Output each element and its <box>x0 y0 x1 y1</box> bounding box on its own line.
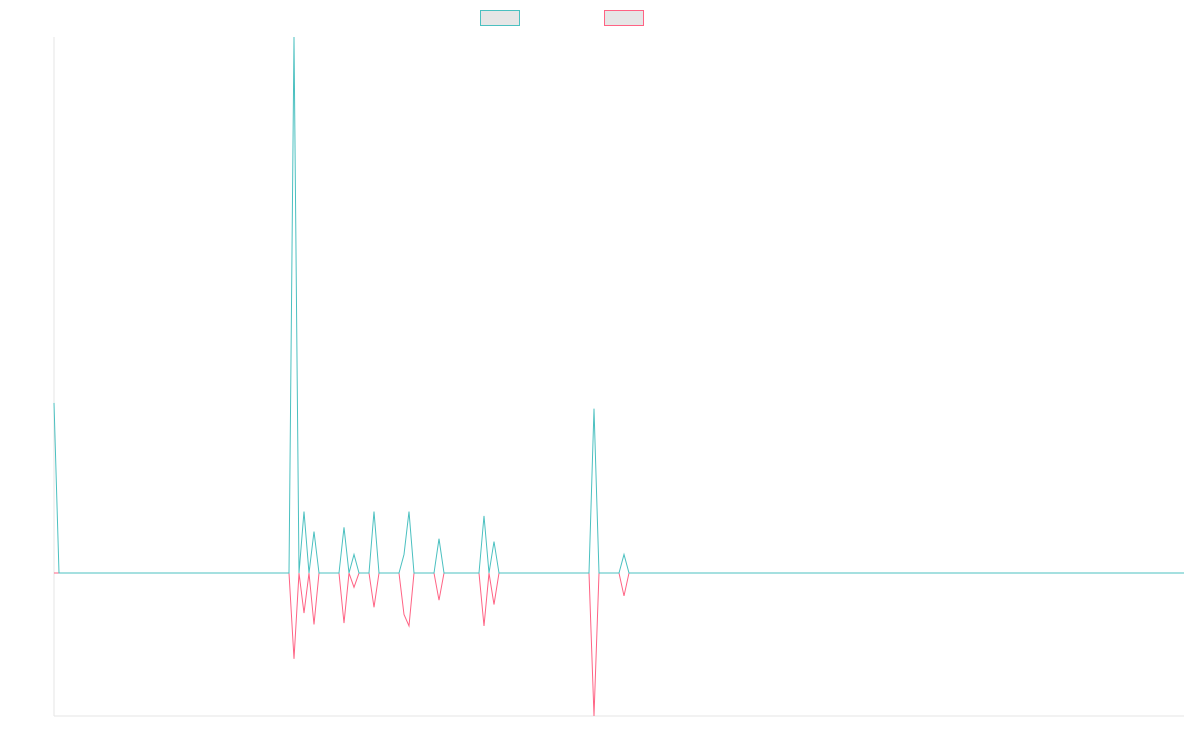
legend-swatch-series-2 <box>604 10 644 26</box>
series-line-2 <box>54 572 1184 717</box>
legend-swatch-series-1 <box>480 10 520 26</box>
legend <box>0 9 1200 27</box>
series-line-1 <box>53 36 1184 574</box>
legend-item-series-1[interactable] <box>480 9 526 27</box>
legend-item-series-2[interactable] <box>604 9 650 27</box>
